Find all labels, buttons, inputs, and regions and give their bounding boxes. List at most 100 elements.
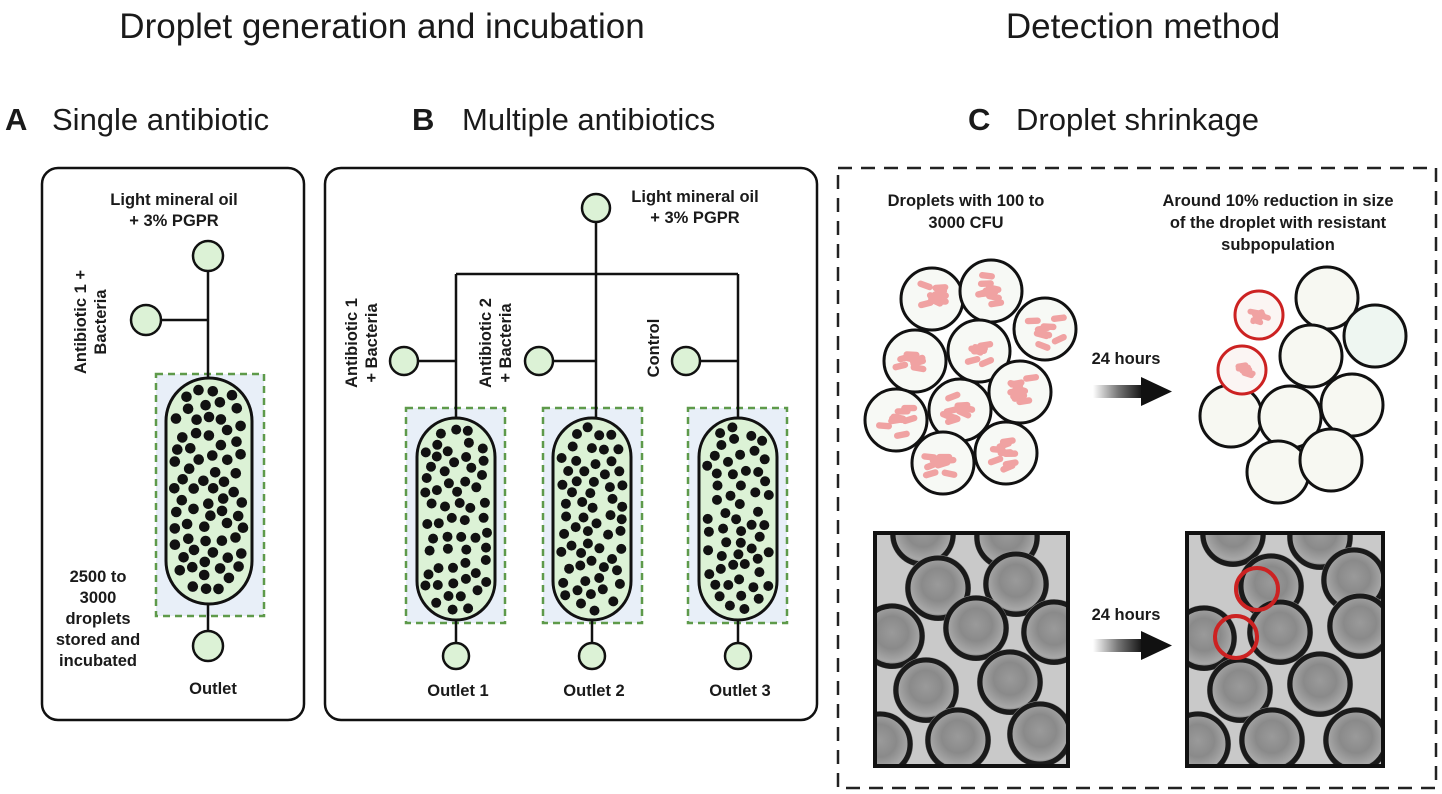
droplet-dot [193, 454, 204, 465]
droplet-dot [739, 604, 750, 614]
micro-droplet [1287, 651, 1353, 717]
bacterium-icon [975, 290, 992, 298]
droplet-circle [1319, 372, 1385, 438]
panel-a-oil-label-2: + 3% PGPR [129, 212, 218, 230]
droplet-dot [442, 543, 453, 554]
droplet-dot [567, 487, 577, 498]
droplet-dot [598, 444, 609, 455]
droplet-dot [731, 514, 742, 525]
droplet-dot [597, 584, 608, 595]
droplet-dot [735, 449, 746, 460]
droplet-dot [710, 579, 721, 590]
bacterium-icon [978, 357, 995, 368]
droplet-dot [470, 532, 481, 543]
bacterium-icon [1034, 324, 1051, 333]
droplet-dot [572, 585, 583, 596]
bacterium-icon [989, 445, 1006, 454]
panel-b-oil-label-1: Light mineral oil [631, 188, 758, 206]
panel-b-inlet-1-label-2: + Bacteria [363, 303, 381, 383]
droplet-dot [752, 553, 763, 564]
droplet-circle [1342, 303, 1408, 369]
droplet-dot [759, 454, 770, 465]
droplet-dot [563, 466, 574, 476]
panel-b-outlet-port-3 [723, 641, 753, 671]
droplet-dot [570, 522, 581, 533]
micro-droplet [893, 657, 959, 723]
droplet-dot [571, 476, 582, 487]
droplet-dot [431, 597, 442, 608]
droplet-dot [443, 478, 454, 489]
droplet-dot [237, 522, 249, 533]
droplet-dot [702, 460, 713, 471]
droplet-dot [172, 444, 183, 455]
droplet-dot [604, 482, 615, 493]
droplet-dot [763, 490, 774, 500]
droplet-dot [599, 469, 610, 480]
droplet-dot [171, 506, 182, 518]
droplet-dot [617, 480, 628, 491]
panel-a-storage-label-4: stored and [56, 631, 140, 649]
droplet-dot [432, 439, 443, 450]
droplet-dot [420, 447, 431, 458]
micro-droplet-rim [875, 603, 925, 669]
panel-b-outlet-port-1 [441, 641, 471, 671]
droplet-dot [446, 512, 457, 523]
droplet-dot [586, 555, 597, 566]
droplet-dot [439, 466, 450, 477]
micro-droplet [977, 649, 1043, 715]
bacterium-icon [1024, 317, 1041, 325]
droplet-dot [746, 430, 757, 441]
droplet-dot [187, 581, 199, 592]
bacterium-icon [971, 347, 988, 355]
bacterium-icon [876, 422, 892, 430]
droplet-dot [223, 572, 235, 584]
panel-b-inlet-2-label-2: + Bacteria [497, 303, 515, 383]
droplet-dot [428, 533, 439, 544]
droplet-dot [559, 528, 570, 539]
droplet-dot [230, 532, 241, 543]
droplet-dot [452, 486, 463, 497]
droplet-dot [207, 386, 219, 397]
droplet-dot [461, 452, 472, 462]
droplet-dot [205, 510, 216, 521]
droplet-dot [463, 437, 474, 448]
droplet-dot [422, 519, 433, 529]
droplet-dot [200, 583, 212, 595]
panel-b-letter: B [412, 102, 434, 137]
droplet-dot [214, 563, 226, 574]
bacterium-icon [979, 272, 995, 280]
droplet-dot [170, 413, 182, 424]
bacterium-icon [892, 361, 909, 371]
micro-droplet [1327, 593, 1383, 659]
bacterium-icon [1251, 309, 1265, 318]
micro-droplet-rim [1207, 657, 1273, 723]
bacterium-icon [1016, 397, 1033, 406]
micro-droplet-rim [1287, 651, 1353, 717]
droplet-dot [226, 389, 238, 401]
droplet-dot [176, 494, 188, 506]
droplet-dot [478, 512, 489, 523]
droplet-dot [235, 449, 246, 460]
bacterium-icon [918, 299, 934, 309]
droplet-dot [466, 462, 477, 473]
droplet-dot [753, 593, 764, 604]
droplet-dot [426, 498, 437, 509]
droplet-dot [558, 577, 569, 588]
resistant-droplet-highlight [1213, 614, 1259, 660]
bacterium-icon [931, 287, 948, 298]
droplet-dot [461, 544, 472, 555]
droplet-dot [577, 497, 588, 507]
bacterium-icon [964, 355, 981, 365]
droplet-dot [746, 519, 757, 530]
droplet-dot [222, 552, 234, 563]
panel-b-inlet-1-label-1: Antibiotic 1 [343, 298, 361, 388]
droplet-dot [760, 476, 771, 487]
droplet-dot [169, 523, 181, 534]
micro-droplet-rim [925, 707, 991, 766]
panel-b-inlet-2-label-1: Antibiotic 2 [477, 298, 495, 388]
panel-c-frame [836, 166, 1438, 790]
droplet-dot [221, 424, 233, 436]
bacterium-icon [922, 469, 939, 479]
panel-a-droplets [169, 384, 249, 595]
panel-c-droplets-before [863, 258, 1078, 496]
